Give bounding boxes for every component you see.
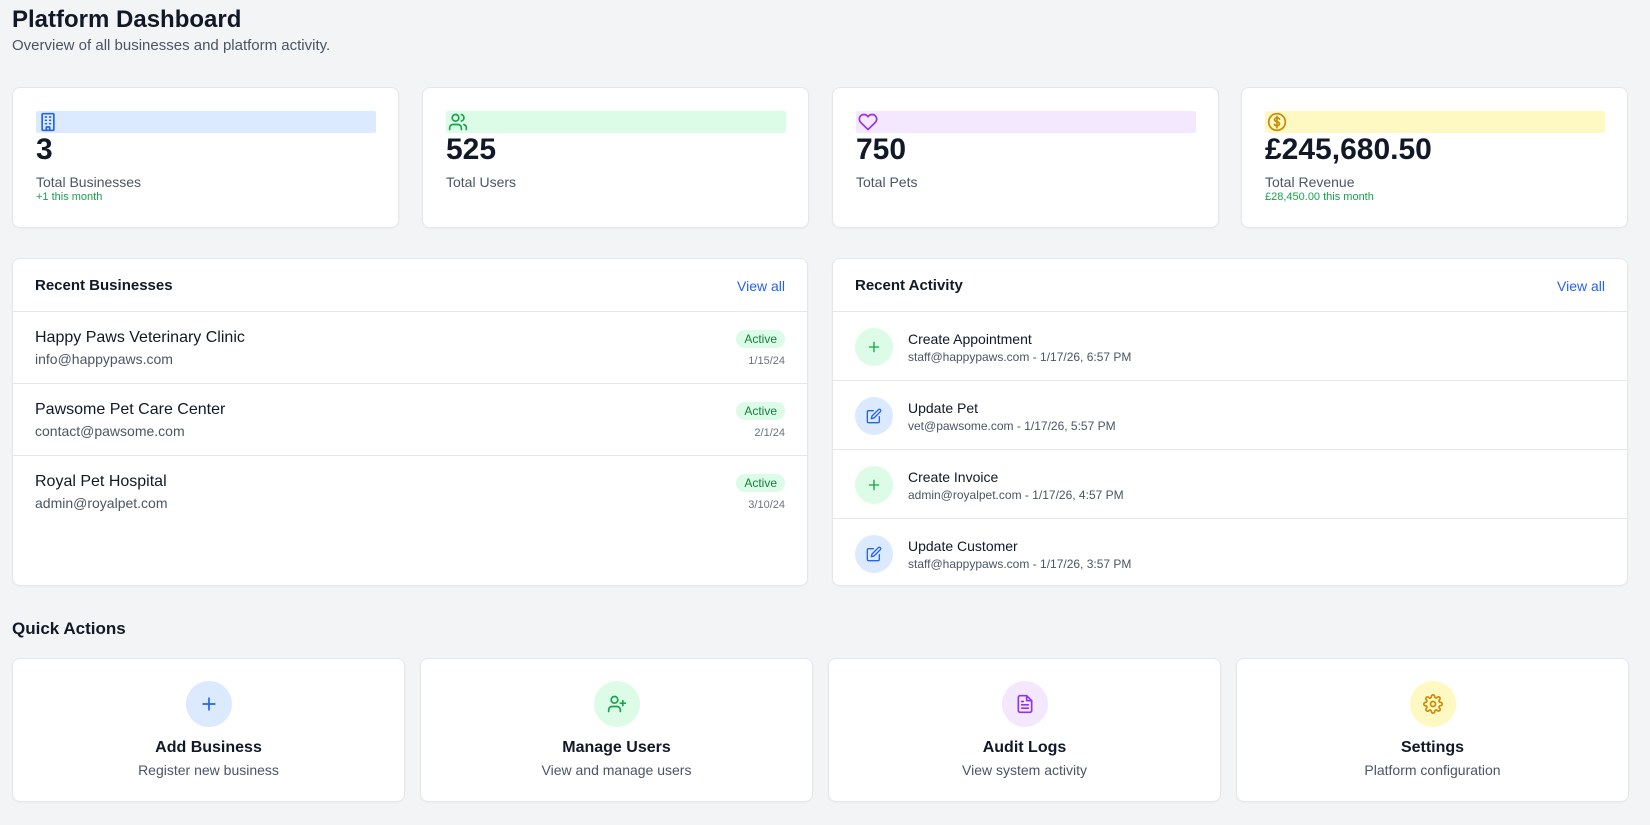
quick-action-label: Audit Logs xyxy=(982,739,1067,756)
panel-header: Recent Businesses View all xyxy=(13,259,807,312)
gear-icon xyxy=(1409,681,1456,727)
business-date: 1/15/24 xyxy=(748,355,785,367)
stat-band xyxy=(856,111,1196,133)
quick-actions-title: Quick Actions xyxy=(12,619,126,638)
manage-users-button[interactable]: Manage Users View and manage users xyxy=(420,658,813,802)
stat-value: £245,680.50 xyxy=(1265,133,1432,166)
view-all-activity-link[interactable]: View all xyxy=(1557,278,1605,294)
activity-meta: vet@pawsome.com - 1/17/26, 5:57 PM xyxy=(908,419,1116,433)
business-row[interactable]: Happy Paws Veterinary Clinic info@happyp… xyxy=(13,312,807,384)
stat-label: Total Businesses xyxy=(36,174,142,190)
quick-action-desc: Platform configuration xyxy=(1364,762,1501,778)
business-name: Royal Pet Hospital xyxy=(35,473,167,490)
stat-card-businesses: 3 Total Businesses +1 this month xyxy=(12,87,399,228)
stat-card-users: 525 Total Users xyxy=(422,87,809,228)
status-badge: Active xyxy=(736,330,785,348)
stat-card-revenue: £245,680.50 Total Revenue £28,450.00 thi… xyxy=(1241,87,1628,228)
plus-icon xyxy=(855,466,893,504)
status-badge: Active xyxy=(736,402,785,420)
stat-note: +1 this month xyxy=(36,191,103,203)
building-icon xyxy=(41,112,55,132)
plus-icon xyxy=(185,681,232,727)
business-email: info@happypaws.com xyxy=(35,351,173,367)
activity-title: Update Customer xyxy=(908,538,1018,554)
stat-label: Total Users xyxy=(446,174,517,190)
panel-title: Recent Businesses xyxy=(35,277,173,294)
quick-action-label: Settings xyxy=(1400,739,1465,756)
stat-band xyxy=(36,111,376,133)
recent-activity-panel: Recent Activity View all Create Appointm… xyxy=(832,258,1628,586)
activity-row: Update Customer staff@happypaws.com - 1/… xyxy=(833,519,1627,585)
quick-action-label: Manage Users xyxy=(562,739,671,756)
recent-businesses-panel: Recent Businesses View all Happy Paws Ve… xyxy=(12,258,808,586)
activity-title: Create Appointment xyxy=(908,331,1032,347)
business-row[interactable]: Royal Pet Hospital admin@royalpet.com Ac… xyxy=(13,456,807,528)
quick-action-desc: Register new business xyxy=(138,762,279,778)
activity-row: Create Appointment staff@happypaws.com -… xyxy=(833,312,1627,381)
quick-action-label: Add Business xyxy=(155,739,262,756)
activity-meta: staff@happypaws.com - 1/17/26, 3:57 PM xyxy=(908,557,1132,571)
business-email: contact@pawsome.com xyxy=(35,423,185,439)
stat-band xyxy=(446,111,786,133)
add-business-button[interactable]: Add Business Register new business xyxy=(12,658,405,802)
activity-meta: staff@happypaws.com - 1/17/26, 6:57 PM xyxy=(908,350,1132,364)
stat-label: Total Pets xyxy=(856,174,918,190)
page-title: Platform Dashboard xyxy=(12,6,242,33)
settings-button[interactable]: Settings Platform configuration xyxy=(1236,658,1629,802)
stat-band xyxy=(1265,111,1605,133)
status-badge: Active xyxy=(736,474,785,492)
edit-icon xyxy=(855,535,893,573)
user-plus-icon xyxy=(593,681,640,727)
stat-value: 3 xyxy=(36,133,53,166)
activity-row: Update Pet vet@pawsome.com - 1/17/26, 5:… xyxy=(833,381,1627,450)
panel-header: Recent Activity View all xyxy=(833,259,1627,312)
quick-action-desc: View and manage users xyxy=(541,762,692,778)
heart-icon xyxy=(858,113,878,131)
stat-card-pets: 750 Total Pets xyxy=(832,87,1219,228)
panel-title: Recent Activity xyxy=(855,277,963,294)
stat-note: £28,450.00 this month xyxy=(1265,191,1374,203)
quick-action-desc: View system activity xyxy=(962,762,1087,778)
business-date: 3/10/24 xyxy=(748,499,785,511)
stat-label: Total Revenue xyxy=(1265,174,1355,190)
plus-icon xyxy=(855,328,893,366)
business-row[interactable]: Pawsome Pet Care Center contact@pawsome.… xyxy=(13,384,807,456)
activity-title: Create Invoice xyxy=(908,469,999,485)
stat-value: 525 xyxy=(446,133,497,166)
stat-value: 750 xyxy=(856,133,907,166)
audit-logs-button[interactable]: Audit Logs View system activity xyxy=(828,658,1221,802)
users-icon xyxy=(448,113,468,131)
activity-row: Create Invoice admin@royalpet.com - 1/17… xyxy=(833,450,1627,519)
activity-meta: admin@royalpet.com - 1/17/26, 4:57 PM xyxy=(908,488,1124,502)
business-date: 2/1/24 xyxy=(754,427,785,439)
dollar-icon xyxy=(1267,112,1287,132)
file-icon xyxy=(1001,681,1048,727)
page-subtitle: Overview of all businesses and platform … xyxy=(12,37,331,54)
activity-title: Update Pet xyxy=(908,400,979,416)
business-name: Pawsome Pet Care Center xyxy=(35,401,226,418)
view-all-businesses-link[interactable]: View all xyxy=(737,278,785,294)
business-email: admin@royalpet.com xyxy=(35,495,168,511)
edit-icon xyxy=(855,397,893,435)
business-name: Happy Paws Veterinary Clinic xyxy=(35,329,245,346)
